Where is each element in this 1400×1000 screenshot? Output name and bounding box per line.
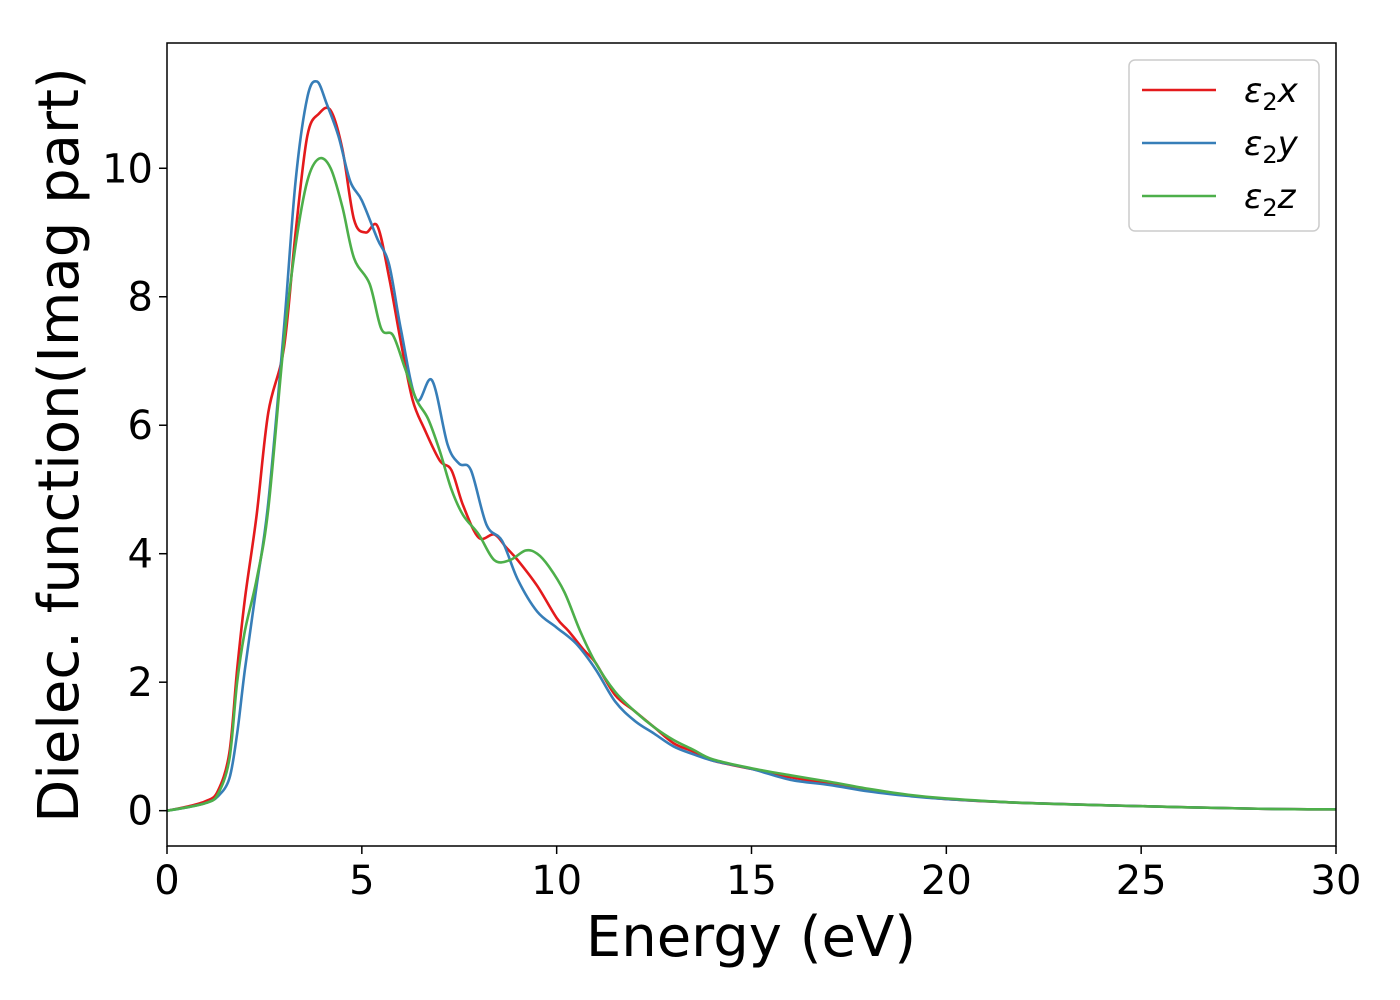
legend-label-base: ε (1244, 124, 1262, 164)
legend-label-subscript: 2 (1262, 194, 1277, 222)
x-tick-label: 25 (1116, 858, 1167, 904)
y-tick-label: 10 (102, 146, 153, 192)
legend-label-suffix: y (1277, 124, 1299, 164)
legend-label-subscript: 2 (1262, 141, 1277, 169)
legend-label-z: ε2z (1244, 177, 1297, 222)
y-axis-ticks: 0 2 4 6 8 10 (102, 146, 167, 835)
x-tick-label: 15 (726, 858, 777, 904)
y-tick-label: 0 (128, 789, 153, 835)
series-line-x (167, 106, 1336, 812)
y-tick-label: 8 (128, 275, 153, 321)
legend-label-base: ε (1244, 71, 1262, 111)
series-line-z (167, 156, 1336, 812)
y-axis-label: Dielec. function(Imag part) (27, 67, 92, 823)
x-tick-label: 0 (154, 858, 179, 904)
legend-label-y: ε2y (1244, 124, 1299, 169)
y-tick-label: 4 (128, 532, 153, 578)
legend-label-suffix: x (1277, 71, 1299, 111)
plot-area (166, 42, 1337, 847)
x-tick-label: 10 (531, 858, 582, 904)
series-layer (167, 79, 1336, 812)
legend-label-x: ε2x (1244, 71, 1299, 116)
x-axis-label: Energy (eV) (586, 905, 916, 970)
legend-label-suffix: z (1277, 177, 1297, 217)
x-tick-label: 20 (921, 858, 972, 904)
y-tick-label: 6 (128, 403, 153, 449)
y-tick-label: 2 (128, 660, 153, 706)
legend-box (1128, 59, 1320, 232)
legend-label-base: ε (1244, 177, 1262, 217)
legend-label-subscript: 2 (1262, 88, 1277, 116)
x-tick-label: 5 (349, 858, 374, 904)
x-axis-ticks: 0 5 10 15 20 25 30 (154, 846, 1361, 904)
x-tick-label: 30 (1311, 858, 1362, 904)
